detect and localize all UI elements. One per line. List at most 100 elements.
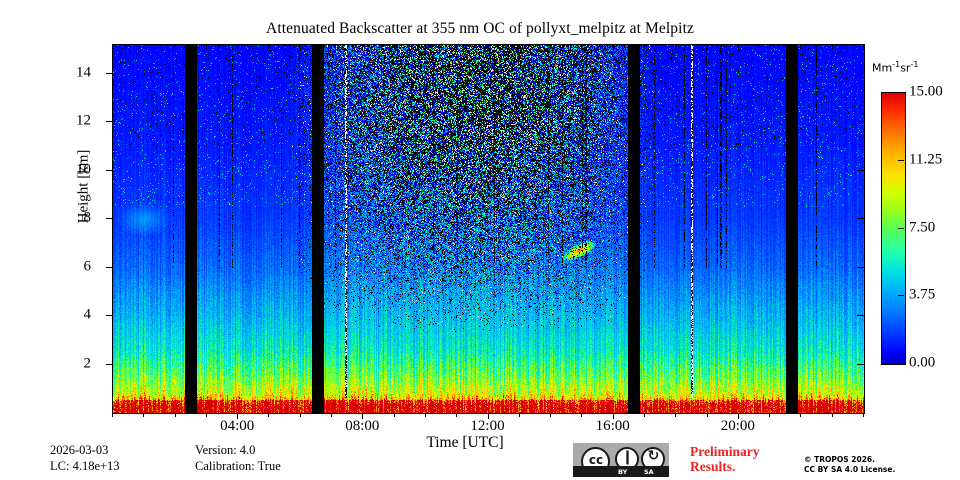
colorbar-tick-mark-1 <box>898 295 904 297</box>
x-tick-mark-5 <box>268 413 270 417</box>
y-tick-mark-6 <box>106 266 113 268</box>
x-tick-mark-24 <box>863 45 864 49</box>
x-tick-mark-19 <box>706 45 708 49</box>
x-tick-mark-10 <box>424 413 426 417</box>
colorbar-unit-sr: sr <box>900 61 911 75</box>
cc-label-sa: SA <box>644 468 654 476</box>
x-tick-mark-9 <box>393 413 395 417</box>
preliminary-line-1: Preliminary <box>690 444 760 459</box>
y-tick-mark-12 <box>106 121 113 123</box>
x-tick-mark-12 <box>487 413 489 419</box>
y-tick-label-8: 8 <box>83 209 92 226</box>
x-tick-mark-21 <box>769 413 771 417</box>
colorbar-unit-mm: Mm <box>872 61 893 75</box>
colorbar-tick-0.00: 0.00 <box>909 354 936 371</box>
x-tick-mark-18 <box>675 413 677 417</box>
cc-glyph-label: cc <box>588 453 604 467</box>
colorbar-unit-label: Mm-1sr-1 <box>872 60 918 75</box>
x-tick-mark-0 <box>112 413 113 417</box>
y-tick-label-2: 2 <box>83 355 92 372</box>
copyright-line-1: © TROPOS 2026. <box>804 455 875 464</box>
x-tick-mark-1 <box>143 413 145 417</box>
x-tick-mark-7 <box>331 413 333 417</box>
heatmap-plot-area[interactable] <box>112 44 865 414</box>
x-tick-mark-10 <box>424 45 426 49</box>
footer-lidar-constant: LC: 4.18e+13 <box>50 459 120 473</box>
x-tick-mark-2 <box>174 413 176 417</box>
y-tick-mark-10 <box>857 169 864 171</box>
cc-sa-arrow-glyph: ↻ <box>647 448 660 464</box>
x-tick-mark-7 <box>331 45 333 49</box>
colorbar-tick-mark-3 <box>898 159 904 161</box>
x-tick-label-0800: 08:00 <box>345 418 380 434</box>
colorbar-gradient[interactable] <box>881 92 906 365</box>
x-tick-mark-13 <box>518 45 520 49</box>
x-tick-mark-6 <box>299 45 301 49</box>
colorbar-unit-exp2: -1 <box>910 60 919 69</box>
x-tick-mark-22 <box>800 413 802 417</box>
x-tick-mark-17 <box>643 45 645 49</box>
y-tick-label-4: 4 <box>83 306 92 323</box>
y-tick-label-14: 14 <box>76 64 91 81</box>
x-tick-mark-22 <box>800 45 802 49</box>
x-tick-mark-23 <box>831 413 833 417</box>
x-tick-mark-17 <box>643 413 645 417</box>
creative-commons-badge[interactable]: cc ❙ ↻ BY SA <box>573 443 669 477</box>
cc-label-bar <box>573 466 669 477</box>
x-tick-mark-8 <box>362 413 364 419</box>
y-tick-mark-14 <box>857 73 864 75</box>
x-tick-mark-14 <box>550 45 552 49</box>
x-tick-mark-13 <box>518 413 520 417</box>
y-tick-mark-2 <box>106 363 113 365</box>
x-tick-mark-0 <box>112 45 113 49</box>
y-tick-mark-6 <box>857 266 864 268</box>
preliminary-line-2: Results. <box>690 459 736 474</box>
y-tick-mark-10 <box>106 169 113 171</box>
y-tick-mark-4 <box>857 315 864 317</box>
y-tick-mark-14 <box>106 73 113 75</box>
copyright-notice: © TROPOS 2026. CC BY SA 4.0 License. <box>804 455 895 475</box>
x-tick-mark-20 <box>737 45 739 51</box>
copyright-line-2: CC BY SA 4.0 License. <box>804 465 896 474</box>
x-tick-mark-3 <box>205 413 207 417</box>
x-tick-mark-9 <box>393 45 395 49</box>
colorbar-tick-3.75: 3.75 <box>909 286 936 303</box>
x-tick-mark-16 <box>612 413 614 419</box>
x-tick-mark-20 <box>737 413 739 419</box>
x-tick-mark-24 <box>863 413 864 417</box>
x-tick-mark-4 <box>237 413 239 419</box>
y-tick-mark-8 <box>857 218 864 220</box>
y-tick-mark-4 <box>106 315 113 317</box>
x-axis-label: Time [UTC] <box>426 434 504 451</box>
x-tick-mark-16 <box>612 45 614 51</box>
preliminary-results-notice: Preliminary Results. <box>690 444 759 474</box>
x-tick-mark-5 <box>268 45 270 49</box>
y-tick-mark-8 <box>106 218 113 220</box>
y-tick-label-12: 12 <box>76 112 91 129</box>
chart-title: Attenuated Backscatter at 355 nm OC of p… <box>266 20 694 37</box>
x-tick-mark-19 <box>706 413 708 417</box>
x-tick-mark-15 <box>581 413 583 417</box>
x-tick-mark-21 <box>769 45 771 49</box>
cc-by-person-glyph: ❙ <box>621 449 634 465</box>
x-tick-mark-1 <box>143 45 145 49</box>
y-tick-label-10: 10 <box>76 161 91 178</box>
colorbar-tick-11.25: 11.25 <box>909 151 943 168</box>
colorbar-tick-mark-2 <box>898 227 904 229</box>
x-tick-label-2000: 20:00 <box>720 418 755 434</box>
x-tick-mark-11 <box>456 413 458 417</box>
x-tick-label-0400: 04:00 <box>220 418 255 434</box>
y-tick-mark-12 <box>857 121 864 123</box>
x-tick-mark-14 <box>550 413 552 417</box>
footer-date: 2026-03-03 <box>50 443 109 457</box>
x-tick-label-1600: 16:00 <box>595 418 630 434</box>
y-tick-mark-2 <box>857 363 864 365</box>
heatmap-image <box>113 45 864 413</box>
x-tick-mark-8 <box>362 45 364 51</box>
x-tick-mark-23 <box>831 45 833 49</box>
x-tick-label-1200: 12:00 <box>470 418 505 434</box>
x-tick-mark-11 <box>456 45 458 49</box>
x-tick-mark-2 <box>174 45 176 49</box>
footer-calibration: Calibration: True <box>195 459 281 473</box>
